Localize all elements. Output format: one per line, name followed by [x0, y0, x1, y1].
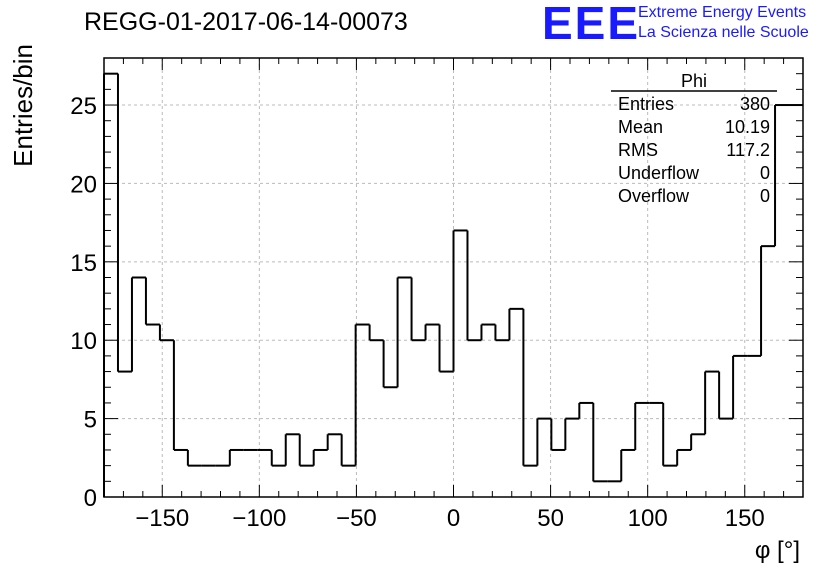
x-tick-label: −150 [135, 505, 189, 532]
y-tick-label: 5 [84, 407, 97, 434]
y-tick-label: 10 [70, 328, 97, 355]
y-tick-label: 0 [84, 485, 97, 512]
x-tick-label: −100 [232, 505, 286, 532]
y-tick-label: 20 [70, 171, 97, 198]
stats-row-label: Mean [618, 117, 663, 137]
x-tick-label: 50 [537, 505, 564, 532]
stats-row-value: 0 [760, 163, 770, 183]
stats-row-value: 10.19 [725, 117, 770, 137]
stats-row-value: 117.2 [726, 140, 770, 160]
x-tick-label: 150 [725, 505, 765, 532]
eee-logo: EEE [542, 0, 641, 49]
stats-row-value: 380 [740, 94, 770, 114]
y-axis-label: Entries/bin [8, 44, 38, 167]
logo-text-line2: La Scienza nelle Scuole [638, 24, 809, 41]
x-axis-label: φ [°] [755, 537, 800, 564]
stats-row-label: Overflow [618, 186, 690, 206]
x-tick-label: 100 [628, 505, 668, 532]
y-tick-label: 15 [70, 250, 97, 277]
stats-row-value: 0 [760, 186, 770, 206]
chart-title: REGG-01-2017-06-14-00073 [84, 8, 408, 36]
axes: −150 −100 −50 0 50 100 150 0 5 10 15 20 25 [70, 57, 804, 532]
stats-title: Phi [681, 71, 707, 91]
stats-row-label: Underflow [618, 163, 700, 183]
stats-row-label: RMS [618, 140, 658, 160]
logo-text-line1: Extreme Energy Events [638, 4, 807, 21]
y-tick-label: 25 [70, 93, 97, 120]
stats-box: Phi Entries 380 Mean 10.19 RMS 117.2 Underflow… [611, 71, 777, 206]
stats-row-label: Entries [618, 94, 674, 114]
x-tick-label: −50 [336, 505, 377, 532]
axis-labels: φ [°] Entries/bin [8, 44, 800, 564]
x-tick-label: 0 [447, 505, 460, 532]
